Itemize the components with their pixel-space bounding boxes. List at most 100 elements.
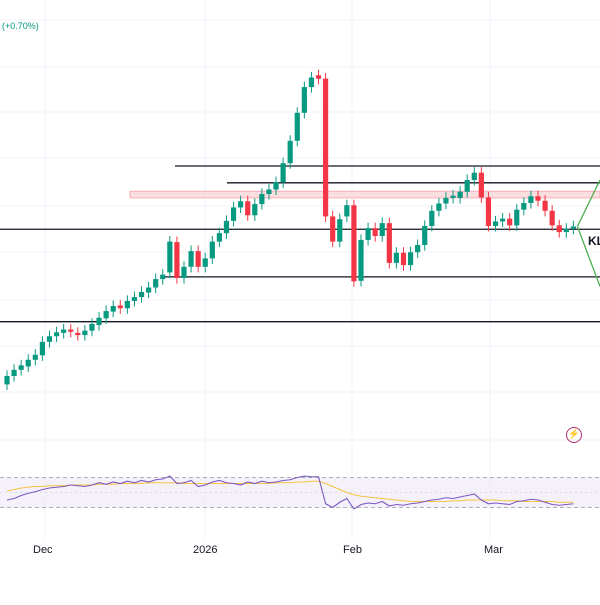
candle — [400, 252, 407, 266]
candle — [153, 279, 159, 288]
candle — [280, 163, 286, 183]
level-label-kl: KL — [588, 234, 600, 248]
candle — [521, 202, 527, 210]
rsi-line — [6, 475, 574, 510]
candle — [131, 297, 138, 301]
candle — [238, 201, 244, 208]
candle — [514, 209, 520, 226]
candle — [337, 219, 343, 242]
candle — [252, 204, 258, 216]
candle — [556, 225, 562, 233]
candle — [53, 332, 60, 337]
candle — [82, 330, 88, 336]
candle — [478, 172, 484, 198]
candle — [202, 258, 208, 267]
candle — [146, 287, 152, 293]
candle — [124, 300, 130, 309]
candle — [68, 329, 74, 332]
candle — [138, 292, 145, 298]
price-change-label: (+0.70%) — [2, 21, 39, 31]
candle — [330, 216, 336, 242]
candle — [379, 223, 385, 236]
candle — [110, 306, 116, 312]
candle — [464, 180, 470, 192]
candle — [195, 251, 201, 267]
candle — [4, 376, 10, 385]
candle — [216, 233, 222, 242]
candle — [32, 354, 38, 360]
candle — [11, 369, 17, 376]
candle — [372, 228, 378, 236]
candle — [429, 210, 435, 226]
candle — [450, 195, 456, 198]
x-axis-label-mar: Mar — [484, 544, 503, 556]
candle — [393, 252, 399, 263]
resistance-zone-rect — [129, 190, 600, 199]
x-axis-label-dec: Dec — [33, 544, 53, 556]
x-axis-label-feb: Feb — [343, 544, 362, 556]
candle — [287, 140, 293, 164]
candle — [39, 341, 45, 356]
candle — [103, 311, 109, 319]
candle — [209, 241, 215, 259]
candle — [75, 332, 81, 336]
candle — [301, 87, 307, 113]
candle — [323, 78, 329, 217]
candle — [443, 197, 449, 204]
projection-arrow-down — [576, 226, 600, 287]
rsi-panel — [0, 475, 600, 510]
candle — [563, 228, 569, 233]
candle — [415, 244, 421, 253]
candle — [223, 220, 230, 234]
projection-arrows — [576, 179, 600, 287]
candles — [4, 69, 576, 390]
rsi-overbought-fill — [166, 476, 322, 478]
candle — [542, 200, 548, 211]
candle — [535, 196, 541, 201]
candle — [117, 305, 123, 309]
candle — [457, 191, 463, 198]
x-axis: Dec 2026 Feb Mar — [33, 544, 503, 556]
candle — [471, 172, 477, 180]
candle — [344, 205, 350, 217]
candle — [181, 266, 187, 278]
candle — [188, 251, 194, 267]
candle — [230, 207, 237, 221]
candle — [89, 323, 95, 331]
lightning-camera-icon[interactable]: ⚡ — [566, 427, 582, 443]
candle — [61, 329, 67, 333]
grid — [0, 0, 600, 540]
rsi-ma-line — [6, 480, 574, 503]
candle — [549, 210, 555, 226]
candle — [570, 226, 576, 229]
candle — [492, 221, 499, 226]
candle — [386, 223, 392, 263]
candle — [500, 218, 506, 222]
candle — [25, 359, 31, 367]
candle — [436, 203, 442, 211]
resistance-zone — [129, 190, 600, 199]
candle — [273, 182, 279, 190]
candle — [422, 225, 428, 245]
horizontal-levels[interactable] — [0, 165, 600, 323]
candle — [96, 317, 102, 326]
candle — [18, 365, 24, 370]
candle — [351, 205, 357, 282]
candle — [245, 201, 251, 216]
candle — [528, 196, 534, 203]
candle — [46, 336, 53, 342]
candle — [160, 274, 166, 280]
x-axis-label-2026: 2026 — [193, 544, 217, 556]
candle — [259, 194, 265, 205]
candle — [358, 239, 364, 281]
candle — [485, 197, 492, 226]
candle — [167, 241, 173, 273]
candle — [308, 77, 315, 88]
candle — [294, 112, 300, 141]
candle — [507, 218, 513, 226]
candle — [315, 75, 322, 79]
candle — [174, 242, 180, 278]
projection-arrow-up — [576, 179, 600, 227]
